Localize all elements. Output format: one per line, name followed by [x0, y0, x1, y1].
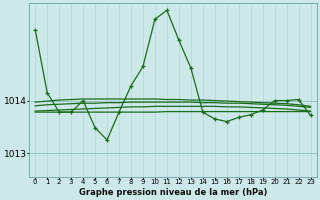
X-axis label: Graphe pression niveau de la mer (hPa): Graphe pression niveau de la mer (hPa) [79, 188, 267, 197]
